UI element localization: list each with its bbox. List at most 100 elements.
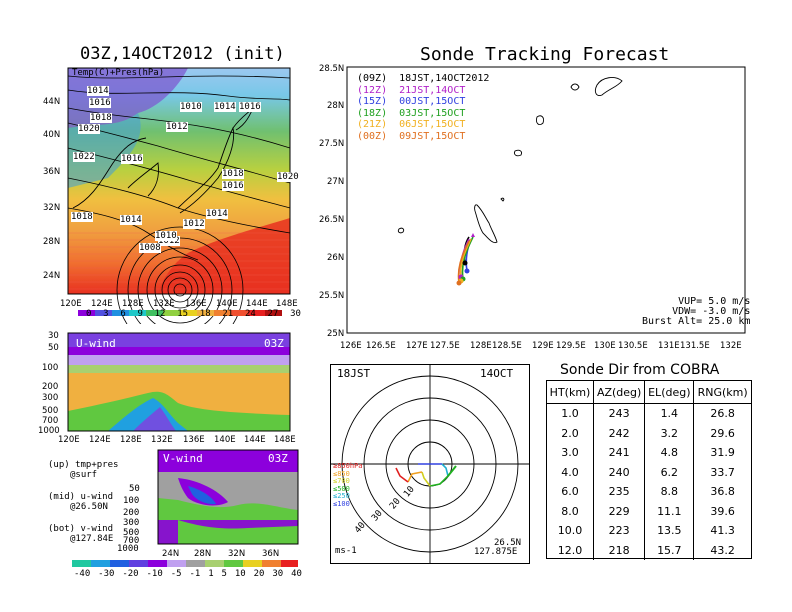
note-line: @26.50N: [70, 502, 108, 512]
cb-tick: 27: [267, 309, 279, 319]
svg-text:28N: 28N: [194, 549, 211, 559]
lat-tick: 40N: [43, 130, 60, 140]
table-cell: 3.0: [561, 446, 579, 460]
table-cell: 31.9: [693, 443, 751, 463]
v-ptick: 300: [123, 518, 140, 528]
svg-text:500: 500: [42, 406, 58, 416]
burst-param: Burst Alt= 25.0 km: [642, 316, 751, 327]
svg-text:129.5E: 129.5E: [556, 341, 586, 351]
legend-entry: (00Z) 09JST,15OCT: [357, 130, 466, 142]
polar-units: ms-1: [335, 546, 357, 556]
table-cell: 8.0: [561, 504, 579, 518]
lon-tick: 128E: [122, 299, 144, 309]
contour-label: 1014: [214, 102, 236, 112]
table-cell: 229: [593, 501, 645, 521]
table-cell: 33.7: [693, 462, 751, 482]
cb-tick: -30: [98, 569, 115, 579]
contour-label: 1020: [78, 124, 100, 134]
hl-entry: ≥850hPa: [333, 462, 363, 470]
v-ptick: 100: [123, 496, 140, 506]
height-legend: ≥850hPa ≤850 ≤700 ≤500 ≤250 ≤100: [333, 462, 363, 508]
v-colorbar-ticks: -40 -30 -20 -10 -5 -1 1 5 10 20 30 40: [74, 569, 302, 579]
cb-tick: 30: [272, 569, 284, 579]
cobra-title: Sonde Dir from COBRA: [560, 362, 720, 378]
svg-text:25N: 25N: [327, 329, 344, 339]
cobra-table-frame: HT(km) AZ(deg) EL(deg) RNG(km) 1.0 243 1.4…: [546, 380, 752, 560]
polar-wind-hodograph: [330, 364, 530, 564]
contour-label: 1016: [89, 98, 111, 108]
svg-text:700: 700: [42, 416, 58, 426]
table-cell: 4.0: [561, 465, 579, 479]
legend-entry: (12Z) 21JST,14OCT: [357, 84, 466, 96]
cb-tick: 6: [120, 309, 126, 319]
contour-label: 1012: [183, 219, 205, 229]
note-line: @surf: [70, 470, 98, 480]
cb-tick: 0: [86, 309, 92, 319]
cb-tick: 21: [222, 309, 234, 319]
svg-text:100: 100: [42, 363, 58, 373]
cb-tick: -5: [170, 569, 182, 579]
u-wind-label: U-wind: [76, 337, 116, 350]
cb-tick: 40: [291, 569, 302, 579]
note-line: (up) tmp+pres: [48, 460, 119, 470]
table-row: 4.0 240 6.2 33.7: [547, 462, 751, 482]
track-params: VUP= 5.0 m/s VDW= -3.0 m/s Burst Alt= 25…: [642, 297, 750, 327]
svg-text:127.5E: 127.5E: [430, 341, 460, 351]
svg-text:126.5E: 126.5E: [366, 341, 396, 351]
svg-text:26N: 26N: [327, 253, 344, 263]
polar-time: 18JST: [337, 367, 371, 380]
svg-text:130.5E: 130.5E: [618, 341, 648, 351]
table-cell: 41.3: [693, 521, 751, 541]
sonde-track-map: 28.5N 28N 27.5N 27N 26.5N 26N 25.5N 25N 126E 1…: [319, 64, 746, 351]
table-row: 12.0 218 15.7 43.2: [547, 540, 751, 560]
svg-text:32N: 32N: [228, 549, 245, 559]
contour-label: 1016: [239, 102, 261, 112]
table-cell: 243: [593, 403, 645, 424]
table-cell: 10.0: [557, 524, 583, 538]
svg-text:129E: 129E: [532, 341, 554, 351]
svg-text:128E: 128E: [470, 341, 492, 351]
lon-tick: 124E: [91, 299, 113, 309]
contour-label: 1016: [121, 154, 143, 164]
cb-tick: -1: [189, 569, 201, 579]
col-header: RNG(km): [693, 381, 751, 404]
col-header: AZ(deg): [593, 381, 645, 404]
cb-tick: 15: [177, 309, 189, 319]
cb-tick: 3: [103, 309, 109, 319]
note-line: @127.84E: [70, 534, 114, 544]
hl-entry: ≤700: [333, 477, 350, 485]
table-row: 1.0 243 1.4 26.8: [547, 403, 751, 424]
legend-entry: (21Z) 06JST,15OCT: [357, 119, 466, 131]
contour-label: 1014: [87, 86, 109, 96]
legend-entry: (09Z) 18JST,14OCT2012: [357, 73, 490, 84]
svg-text:128.5E: 128.5E: [492, 341, 522, 351]
table-cell: 1.0: [561, 407, 579, 421]
lon-tick: 148E: [276, 299, 298, 309]
svg-text:24N: 24N: [162, 549, 179, 559]
lat-tick: 44N: [43, 97, 60, 107]
table-cell: 6.0: [561, 485, 579, 499]
v-wind-cross-section: 24N 28N 32N 36N: [157, 449, 299, 559]
svg-text:300: 300: [42, 393, 58, 403]
surface-temp-pressure-map: 44N 40N 36N 32N 28N 24N 120E 124E 128E 1…: [43, 67, 298, 324]
track-legend: (09Z) 18JST,14OCT2012 (12Z) 21JST,14OCT …: [357, 73, 489, 143]
table-cell: 6.2: [644, 462, 694, 482]
polar-lat: 26.5N: [494, 538, 522, 548]
svg-text:132E: 132E: [720, 341, 742, 351]
cb-tick: 10: [234, 569, 246, 579]
note-line: (bot) v-wind: [48, 524, 114, 534]
cb-tick: -10: [146, 569, 163, 579]
cb-tick: -20: [122, 569, 139, 579]
svg-text:132E: 132E: [151, 435, 173, 442]
col-header: HT(km): [547, 381, 594, 404]
table-cell: 43.2: [693, 540, 751, 560]
table-cell: 12.0: [557, 543, 583, 557]
polar-date: 14OCT: [480, 367, 514, 380]
left-map-title: 03Z,14OCT2012 (init): [80, 44, 285, 64]
table-cell: 242: [593, 423, 645, 443]
contour-label: 1012: [158, 236, 180, 246]
cb-tick: -40: [74, 569, 91, 579]
svg-text:131.5E: 131.5E: [680, 341, 710, 351]
table-cell: 2.0: [561, 426, 579, 440]
svg-text:25.5N: 25.5N: [319, 291, 344, 301]
